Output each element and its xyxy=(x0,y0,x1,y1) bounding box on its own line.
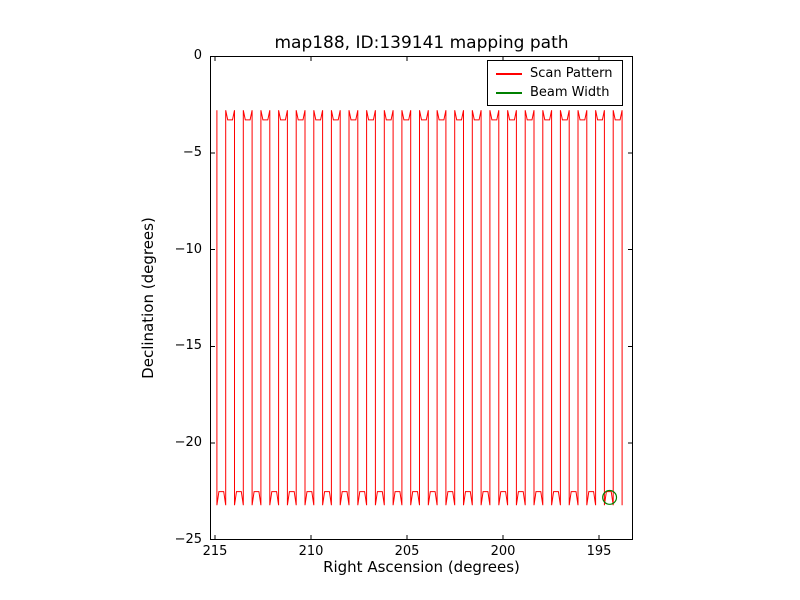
legend-label: Scan Pattern xyxy=(530,66,613,81)
beam-width-line-swatch xyxy=(496,91,522,94)
y-tick-label: −10 xyxy=(174,241,202,257)
scan-pattern-line-swatch xyxy=(496,72,522,75)
y-tick-label: −20 xyxy=(174,435,202,451)
x-tick-label: 195 xyxy=(586,544,612,559)
x-tick-label: 200 xyxy=(490,544,516,559)
y-tick-label: 0 xyxy=(193,48,202,63)
x-axis-label: Right Ascension (degrees) xyxy=(323,558,520,576)
legend-item-scan-pattern: Scan Pattern xyxy=(496,66,613,81)
legend-item-beam-width: Beam Width xyxy=(496,85,613,100)
legend-label: Beam Width xyxy=(530,85,610,100)
plot-canvas xyxy=(210,56,633,540)
y-axis-label-text: Declination (degrees) xyxy=(139,217,157,379)
legend: Scan Pattern Beam Width xyxy=(487,60,623,106)
beam-width-circle xyxy=(602,489,618,505)
x-tick-label: 205 xyxy=(394,544,420,559)
scan-pattern-path xyxy=(216,110,623,506)
x-tick-label: 210 xyxy=(298,544,324,559)
x-tick-label: 215 xyxy=(202,544,228,559)
y-tick-label: −15 xyxy=(174,338,202,354)
y-tick-label: −25 xyxy=(174,532,202,547)
chart-title: map188, ID:139141 mapping path xyxy=(274,33,569,53)
axes-frame xyxy=(210,56,633,540)
y-tick-label: −5 xyxy=(182,144,202,160)
